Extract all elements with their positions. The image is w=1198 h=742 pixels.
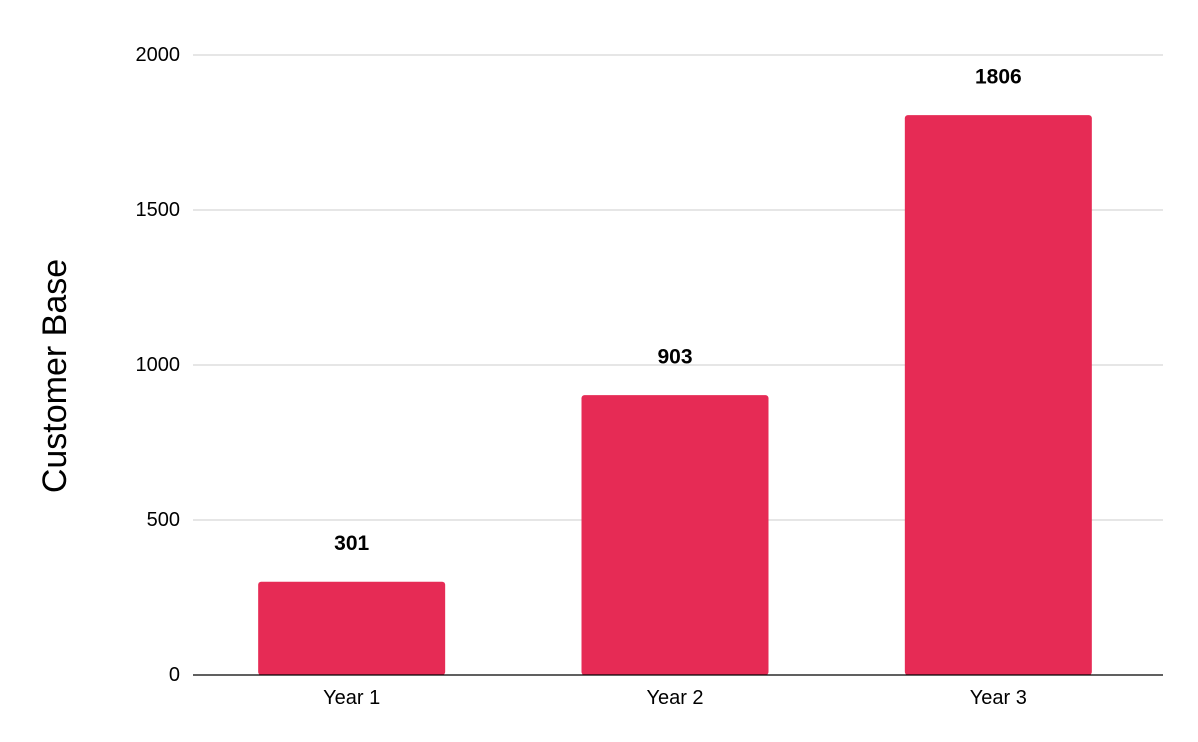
data-label: 1806: [975, 66, 1022, 89]
x-tick-label: Year 2: [646, 687, 703, 709]
y-tick-label: 1500: [136, 199, 181, 221]
bar: [258, 581, 446, 675]
data-label: 903: [657, 346, 692, 369]
y-tick-label: 500: [147, 509, 180, 531]
x-tick-label: Year 3: [970, 687, 1027, 709]
y-tick-label: 1000: [136, 354, 181, 376]
y-tick-label: 0: [169, 664, 180, 686]
x-tick-label: Year 1: [323, 687, 380, 709]
bar: [904, 115, 1092, 675]
y-tick-label: 2000: [136, 44, 181, 66]
data-label: 301: [334, 532, 369, 555]
bar: [581, 395, 769, 675]
y-axis-tick-labels: 0 500 1000 1500 2000: [136, 44, 181, 686]
data-labels: 301 903 1806: [334, 66, 1022, 556]
bars: [258, 115, 1092, 675]
x-axis-tick-labels: Year 1 Year 2 Year 3: [323, 687, 1027, 709]
y-axis-title: Customer Base: [36, 259, 74, 493]
